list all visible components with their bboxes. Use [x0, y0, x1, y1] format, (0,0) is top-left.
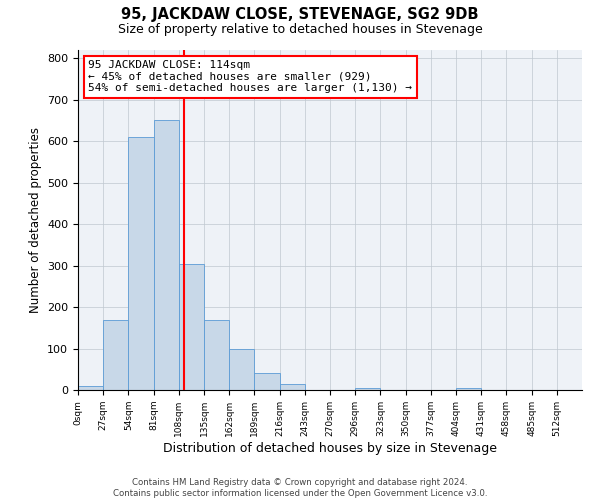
Bar [78, 386, 103, 390]
Bar [154, 120, 179, 390]
Y-axis label: Number of detached properties: Number of detached properties [29, 127, 41, 313]
Text: Contains HM Land Registry data © Crown copyright and database right 2024.
Contai: Contains HM Land Registry data © Crown c… [113, 478, 487, 498]
Bar [204, 320, 229, 390]
Bar [280, 384, 305, 390]
Bar [103, 320, 128, 390]
Bar [355, 388, 380, 390]
Text: 95, JACKDAW CLOSE, STEVENAGE, SG2 9DB: 95, JACKDAW CLOSE, STEVENAGE, SG2 9DB [121, 8, 479, 22]
Bar [254, 374, 280, 390]
Bar [128, 137, 154, 390]
Text: Size of property relative to detached houses in Stevenage: Size of property relative to detached ho… [118, 22, 482, 36]
X-axis label: Distribution of detached houses by size in Stevenage: Distribution of detached houses by size … [163, 442, 497, 454]
Bar [229, 348, 254, 390]
Bar [456, 388, 481, 390]
Text: 95 JACKDAW CLOSE: 114sqm
← 45% of detached houses are smaller (929)
54% of semi-: 95 JACKDAW CLOSE: 114sqm ← 45% of detach… [88, 60, 412, 94]
Bar [179, 264, 204, 390]
